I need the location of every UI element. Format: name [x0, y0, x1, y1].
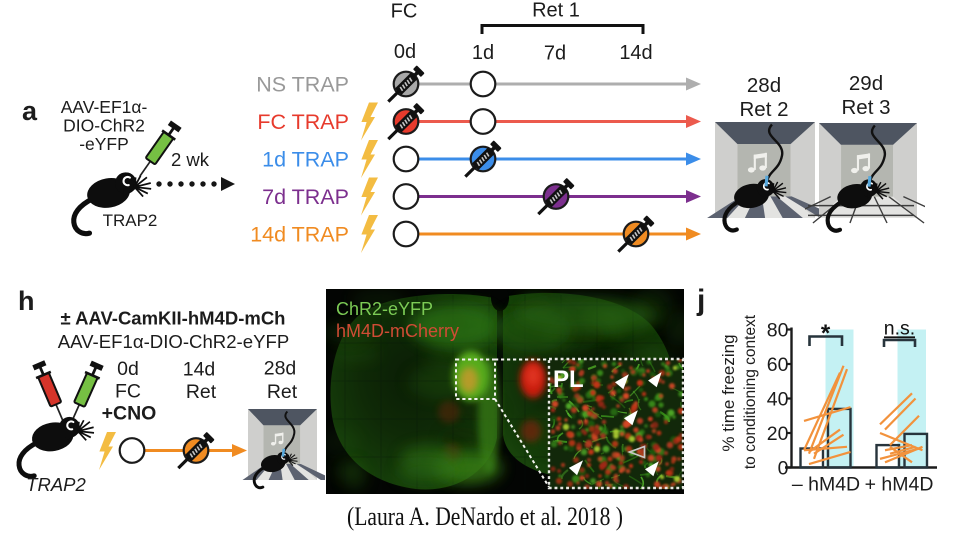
svg-text:to conditioning context: to conditioning context [742, 314, 759, 469]
svg-text:+CNO: +CNO [102, 403, 157, 425]
svg-text:– hM4D: – hM4D [792, 474, 860, 496]
svg-text:*: * [821, 320, 831, 347]
svg-text:(Laura A. DeNardo et al. 2018: (Laura A. DeNardo et al. 2018 ) [347, 501, 623, 531]
svg-text:0d: 0d [117, 358, 139, 380]
svg-text:AAV-EF1α-DIO-ChR2-eYFP: AAV-EF1α-DIO-ChR2-eYFP [58, 331, 290, 352]
svg-text:-eYFP: -eYFP [79, 134, 129, 154]
svg-text:+ hM4D: + hM4D [865, 474, 934, 496]
svg-text:h: h [18, 286, 35, 316]
svg-text:7d TRAP: 7d TRAP [262, 185, 349, 209]
svg-text:80: 80 [767, 320, 789, 342]
svg-text:FC: FC [391, 1, 418, 23]
svg-text:± AAV-CamKII-hM4D-mCh: ± AAV-CamKII-hM4D-mCh [61, 308, 286, 329]
svg-text:40: 40 [767, 389, 789, 411]
svg-text:j: j [696, 284, 705, 317]
svg-text:NS TRAP: NS TRAP [256, 73, 349, 97]
svg-text:FC: FC [115, 381, 141, 403]
svg-text:1d TRAP: 1d TRAP [262, 148, 349, 172]
svg-text:14d: 14d [183, 359, 216, 381]
svg-text:1d: 1d [472, 42, 494, 64]
svg-text:PL: PL [553, 366, 584, 393]
svg-text:a: a [22, 96, 38, 126]
svg-text:n.s.: n.s. [884, 318, 915, 340]
svg-text:29d: 29d [849, 72, 883, 95]
svg-text:Ret 2: Ret 2 [740, 98, 789, 121]
svg-text:14d TRAP: 14d TRAP [250, 223, 349, 247]
svg-text:Ret 3: Ret 3 [842, 96, 891, 119]
svg-text:TRAP2: TRAP2 [103, 211, 158, 230]
svg-text:14d: 14d [619, 42, 652, 64]
svg-text:60: 60 [767, 354, 789, 376]
svg-text:7d: 7d [544, 43, 566, 65]
svg-text:AAV-EF1α-: AAV-EF1α- [61, 97, 148, 117]
svg-text:Ret 1: Ret 1 [532, 0, 580, 22]
svg-text:ChR2-eYFP: ChR2-eYFP [336, 299, 433, 319]
svg-text:Ret: Ret [186, 381, 217, 403]
svg-text:FC TRAP: FC TRAP [257, 110, 349, 134]
svg-text:0d: 0d [394, 41, 416, 63]
svg-text:TRAP2: TRAP2 [26, 474, 86, 495]
svg-text:20: 20 [767, 423, 789, 445]
svg-text:28d: 28d [747, 74, 781, 97]
svg-text:2 wk: 2 wk [171, 149, 210, 170]
svg-text:0: 0 [778, 458, 789, 480]
svg-text:% time freezing: % time freezing [719, 334, 738, 451]
svg-text:Ret: Ret [267, 381, 298, 403]
svg-text:hM4D-mCherry: hM4D-mCherry [336, 321, 459, 341]
svg-text:DIO-ChR2: DIO-ChR2 [63, 116, 145, 136]
svg-text:28d: 28d [264, 358, 297, 380]
